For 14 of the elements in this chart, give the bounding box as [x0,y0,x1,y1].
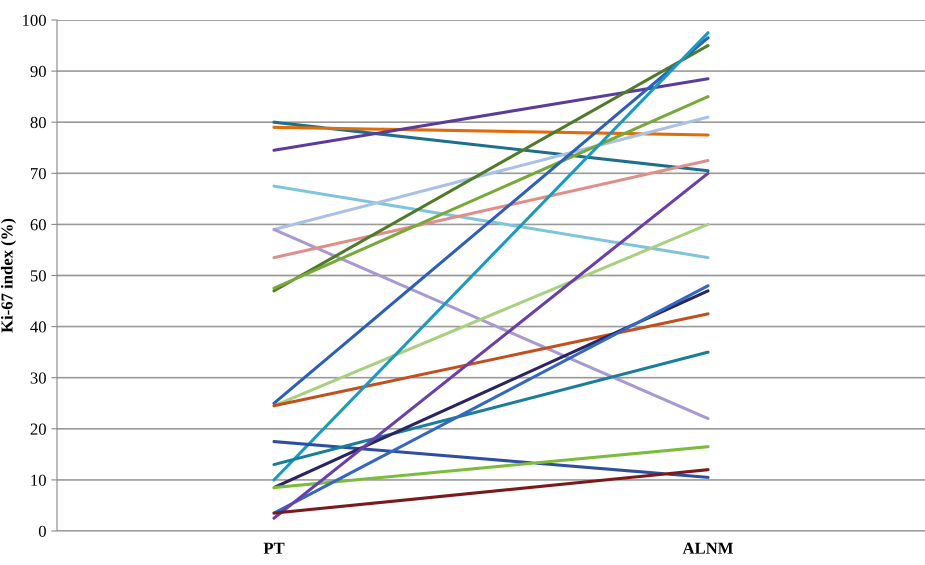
y-tick-label: 100 [23,14,46,26]
y-axis-title: Ki-67 index (%) [0,218,16,333]
x-tick-label: ALNM [682,542,733,554]
y-tick-label: 0 [38,526,46,537]
y-tick-label: 80 [30,116,46,128]
y-tick-label: 50 [30,270,46,282]
y-tick-label: 90 [30,66,46,78]
y-tick-label: 30 [30,372,46,384]
y-tick-label: 10 [31,474,46,486]
y-tick-label: 70 [31,168,46,180]
y-tick-label: 20 [30,424,46,435]
x-tick-label: PT [264,542,284,554]
y-tick-label: 40 [30,321,46,333]
y-tick-label: 60 [30,219,46,230]
